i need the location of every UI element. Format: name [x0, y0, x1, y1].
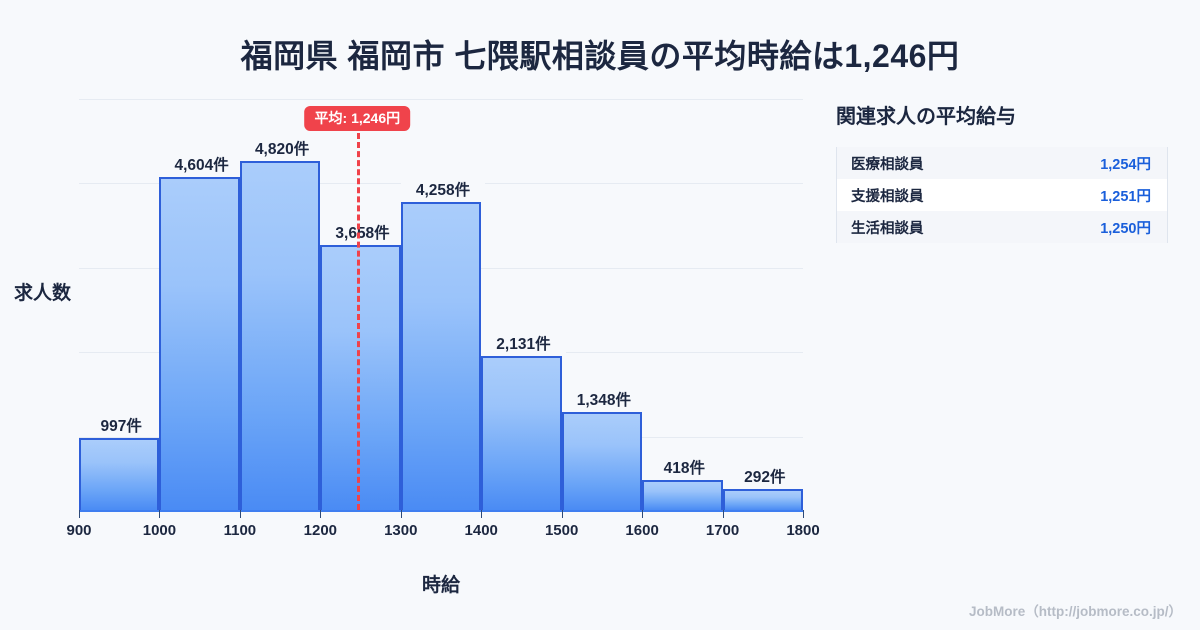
x-tick [642, 510, 644, 518]
x-tick-label: 1700 [705, 522, 740, 539]
x-tick [561, 510, 563, 518]
x-axis-title: 時給 [421, 575, 460, 596]
x-tick-label: 900 [66, 522, 92, 539]
bar-value-label: 4,820件 [239, 139, 325, 159]
related-salary-job-name: 医療相談員 [851, 156, 924, 173]
x-tick-label: 1100 [223, 522, 257, 539]
bar [481, 355, 562, 510]
average-dashed-line [357, 133, 361, 510]
bar [400, 201, 482, 510]
x-tick [159, 510, 161, 518]
bar [320, 245, 401, 510]
related-salary-title: 関連求人の平均給与 [836, 106, 1016, 128]
x-tick-label: 1500 [544, 522, 579, 539]
x-tick-label: 1000 [142, 522, 177, 539]
x-tick [79, 510, 80, 518]
x-tick [239, 510, 241, 518]
x-tick-label: 1400 [464, 522, 498, 539]
bar [159, 176, 240, 510]
bar-value-label: 4,604件 [159, 155, 244, 175]
bar-value-label: 292件 [722, 467, 807, 487]
related-salary-row[interactable]: 支援相談員 1,251円 [837, 179, 1167, 211]
plot-area: 997件 4,604件 4,820件 3,658件 4,258件 2,131件 1,348件… [66, 90, 820, 539]
bar-value-label: 997件 [79, 416, 164, 436]
related-salary-panel: 関連求人の平均給与 医療相談員 1,254円支援相談員 1,251円生活相談員 1,2… [836, 100, 1176, 243]
bar-value-label: 2,131件 [481, 334, 566, 354]
bar-value-label: 418件 [642, 458, 727, 478]
x-tick [400, 510, 402, 518]
bar [722, 488, 803, 510]
x-tick-label: 1800 [786, 522, 820, 539]
related-salary-amount: 1,254円 [1100, 156, 1151, 173]
x-tick [481, 510, 483, 518]
bar-value-label: 1,348件 [561, 391, 647, 411]
x-tick [722, 510, 724, 518]
x-axis-line [79, 510, 803, 512]
page-title: 福岡県 福岡市 七隈駅相談員の平均時給は1,246円 [240, 38, 960, 74]
bar-value-label: 3,658件 [320, 224, 405, 244]
footer-credit: JobMore（http://jobmore.co.jp/） [969, 604, 1182, 619]
related-salary-job-name: 支援相談員 [851, 188, 924, 205]
x-tick-label: 1300 [384, 522, 418, 539]
gridline-4 [79, 98, 803, 100]
bar [239, 160, 321, 510]
bar [561, 412, 643, 510]
bar-value-label: 4,258件 [400, 180, 486, 200]
related-salary-job-name: 生活相談員 [851, 220, 924, 237]
related-salary-table: 医療相談員 1,254円支援相談員 1,251円生活相談員 1,250円 [836, 147, 1168, 243]
x-tick-label: 1200 [303, 522, 338, 539]
related-salary-amount: 1,251円 [1100, 188, 1151, 205]
x-tick [803, 510, 804, 518]
related-salary-row[interactable]: 医療相談員 1,254円 [837, 147, 1167, 179]
bar [642, 479, 723, 510]
histogram-chart: 求人数 997件 4,604件 4,820件 3,658件 4,258件 2,131件 1,… [14, 90, 820, 596]
x-tick [320, 510, 322, 518]
bar [79, 437, 160, 510]
related-salary-row[interactable]: 生活相談員 1,250円 [837, 211, 1167, 243]
y-axis-title: 求人数 [14, 283, 72, 304]
x-tick-label: 1600 [625, 522, 659, 539]
related-salary-amount: 1,250円 [1100, 220, 1151, 237]
average-badge: 平均: 1,246円 [304, 106, 411, 131]
